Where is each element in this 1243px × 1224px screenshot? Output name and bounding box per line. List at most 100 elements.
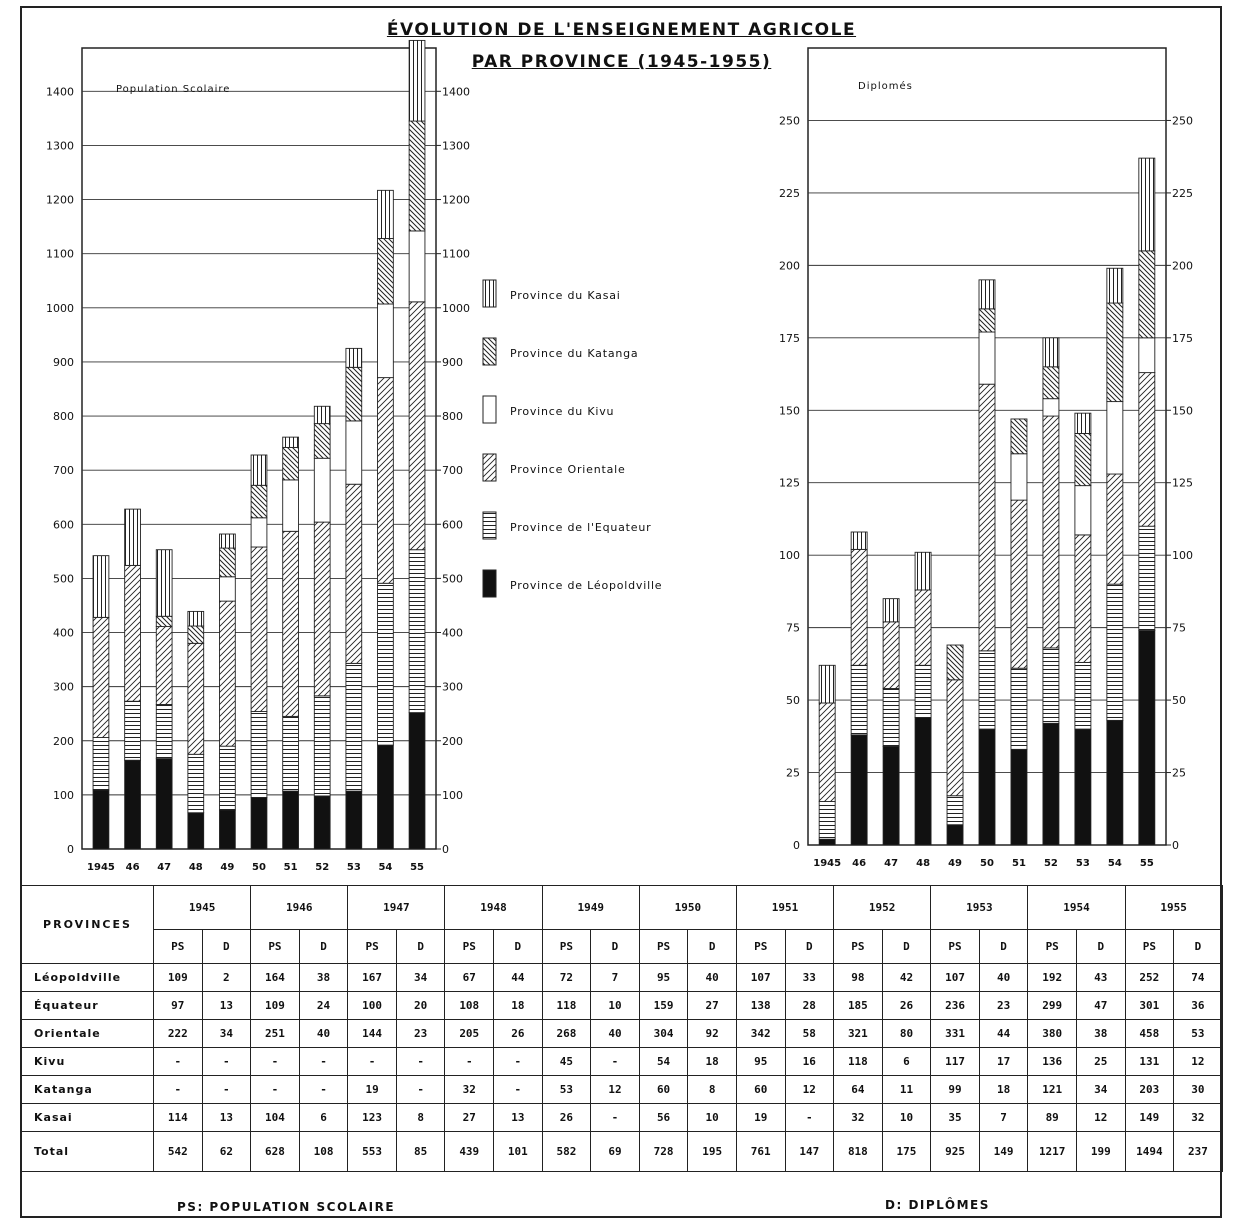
panel-title: Diplomés	[858, 80, 913, 92]
year-header: 1953	[930, 885, 1029, 930]
table-cell: 1217	[1027, 1131, 1077, 1172]
bar-segment-orientale	[978, 383, 996, 652]
table-cell: 35	[930, 1103, 980, 1132]
y-tick-label-right: 300	[442, 681, 463, 694]
table-cell: 26	[541, 1103, 592, 1132]
y-tick-label: 800	[53, 410, 74, 423]
bar-segment-kasai	[313, 405, 331, 425]
bar-segment-kivu	[377, 303, 394, 379]
province-label: Orientale	[21, 1019, 154, 1048]
legend: Province du Kasai Province du Katanga Prov…	[482, 279, 662, 598]
table-cell: 925	[930, 1131, 980, 1172]
bar-segment-kivu	[1042, 398, 1060, 417]
y-tick-label-right: 75	[1172, 622, 1186, 635]
table-cell: 34	[201, 1019, 252, 1048]
bar-segment-leopoldville	[818, 838, 836, 846]
table-cell: 27	[444, 1103, 495, 1132]
y-tick-label-right: 200	[1172, 259, 1193, 272]
y-tick-label-right: 0	[442, 843, 449, 856]
table-cell: 104	[250, 1103, 300, 1132]
table-cell: 38	[298, 963, 349, 992]
bar-segment-orientale	[882, 621, 900, 689]
legend-swatch-katanga	[482, 337, 497, 366]
y-tick-label: 0	[793, 839, 800, 852]
y-tick-label: 1100	[46, 248, 74, 261]
table-cell: 54	[638, 1047, 689, 1076]
table-cell: 19	[735, 1103, 786, 1132]
table-cell: 8	[687, 1075, 737, 1104]
ps-header: PS	[347, 929, 397, 964]
bar-segment-orientale	[1138, 372, 1156, 527]
bar-segment-katanga	[1074, 433, 1092, 487]
table-cell: 195	[687, 1131, 737, 1172]
bar-segment-leopoldville	[850, 734, 868, 846]
x-tick-label: 50	[980, 858, 994, 869]
table-cell: 114	[153, 1103, 203, 1132]
table-cell: 107	[735, 963, 786, 992]
y-tick-label-right: 1400	[442, 85, 470, 98]
bar-segment-equateur	[914, 664, 932, 718]
bar-segment-kasai	[978, 279, 996, 310]
bar-segment-kasai	[345, 347, 363, 368]
x-tick-label: 47	[157, 862, 171, 873]
ps-header: PS	[1027, 929, 1077, 964]
bar-segment-kivu	[408, 230, 426, 303]
table-cell: -	[153, 1075, 203, 1104]
year-header: 1945	[152, 885, 252, 930]
bar-segment-kivu	[1138, 337, 1156, 374]
y-tick-label-right: 150	[1172, 404, 1193, 417]
legend-label-kivu: Province du Kivu	[510, 405, 614, 418]
ps-header: PS	[444, 929, 495, 964]
bar-segment-kivu	[282, 479, 299, 532]
year-header: 1947	[347, 885, 446, 930]
table-cell: 205	[444, 1019, 495, 1048]
x-tick-label: 47	[884, 858, 898, 869]
bar-segment-katanga	[1010, 418, 1028, 455]
legend-swatch-leopoldville	[482, 569, 497, 598]
bar-segment-equateur	[187, 753, 205, 814]
table-cell: 304	[638, 1019, 689, 1048]
bar-segment-kasai	[282, 436, 299, 448]
table-cell: -	[493, 1047, 543, 1076]
table-cell: 818	[833, 1131, 883, 1172]
bar-segment-equateur	[818, 801, 836, 840]
table-cell: 16	[784, 1047, 835, 1076]
x-tick-label: 55	[1140, 858, 1154, 869]
table-cell: 18	[493, 991, 543, 1020]
table-cell: 10	[687, 1103, 737, 1132]
x-tick-label: 1945	[87, 862, 115, 873]
table-cell: 20	[395, 991, 446, 1020]
table-cell: 380	[1027, 1019, 1077, 1048]
d-header: D	[395, 929, 446, 964]
bar-segment-leopoldville	[1106, 719, 1124, 846]
table-cell: 43	[1075, 963, 1126, 992]
table-row: Katanga - - - -19-32-53 12 60 8 60 12 64 11 99 18 121 3…	[21, 1075, 1223, 1104]
y-tick-label: 200	[53, 735, 74, 748]
table-cell: 64	[833, 1075, 883, 1104]
table-cell: 123	[347, 1103, 397, 1132]
x-tick-label: 48	[189, 862, 203, 873]
y-tick-label-right: 900	[442, 356, 463, 369]
table-cell: 40	[590, 1019, 640, 1048]
bar-segment-kasai	[1074, 412, 1092, 434]
bar-segment-katanga	[1042, 366, 1060, 400]
table-cell: -	[201, 1047, 252, 1076]
table-cell: 121	[1027, 1075, 1077, 1104]
table-row: Léopoldville 109 2 164 38 167 34 67 44 72 7 95 40 107…	[21, 963, 1223, 992]
table-cell: 28	[784, 991, 835, 1020]
table-cell: -	[298, 1047, 349, 1076]
bar-segment-katanga	[408, 120, 426, 232]
footnote-d: D: DIPLÔMES	[885, 1198, 990, 1212]
y-tick-label: 175	[779, 332, 800, 345]
y-tick-label: 50	[786, 694, 800, 707]
table-cell: 7	[978, 1103, 1029, 1132]
legend-label-kasai: Province du Kasai	[510, 289, 621, 302]
table-cell: -	[298, 1075, 349, 1104]
bar-segment-kasai	[187, 610, 205, 627]
bar-segment-katanga	[282, 446, 299, 481]
table-cell: 47	[1075, 991, 1126, 1020]
d-header: D	[784, 929, 835, 964]
table-row: Orientale 222 34 251 40 144 23 205 26 268 40 304 92 3…	[21, 1019, 1223, 1048]
table-cell: 6	[881, 1047, 932, 1076]
x-tick-label: 46	[126, 862, 140, 873]
